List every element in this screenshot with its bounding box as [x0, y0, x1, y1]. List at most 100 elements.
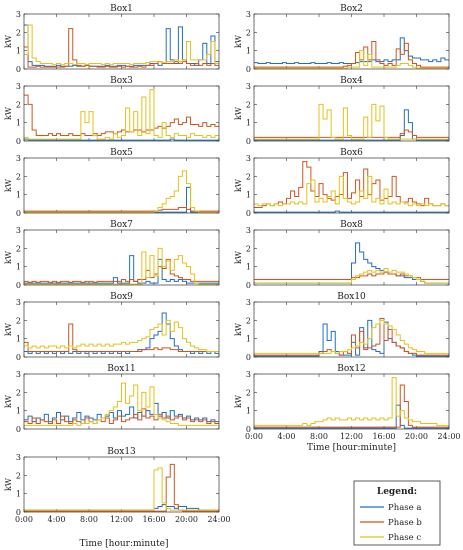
- series-box3-phase-c: [24, 89, 219, 140]
- plot-frame-box2: [253, 13, 450, 70]
- panel-title-box1: Box1: [110, 4, 133, 14]
- series-box12-phase-c: [254, 377, 449, 426]
- series-box13-phase-b: [24, 463, 219, 512]
- y-tick-label-box13-2: 2: [16, 471, 21, 480]
- y-axis-label-box12: kW: [234, 394, 243, 408]
- x-tick-label-box13-2: 8:00: [80, 515, 98, 524]
- y-tick-label-box8-2: 2: [246, 244, 251, 253]
- series-box12-phase-a: [254, 404, 449, 429]
- plot-frame-box11: [23, 373, 220, 430]
- y-tick-label-box8-1: 1: [246, 263, 251, 272]
- y-tick-label-box6-2: 2: [246, 172, 251, 181]
- series-box12-phase-b: [254, 384, 449, 428]
- y-tick-label-box11-1: 1: [16, 407, 21, 416]
- series-box5-phase-a: [24, 186, 219, 213]
- series-box6-phase-a: [254, 210, 449, 213]
- y-tick-label-box12-2: 2: [246, 388, 251, 397]
- legend-label-phase-c: Phase c: [388, 533, 421, 543]
- y-tick-label-box2-0: 0: [246, 65, 251, 74]
- y-axis-label-box1: kW: [4, 34, 13, 48]
- panel-box11: Box11 0 1 2 3 kW: [4, 364, 220, 434]
- y-tick-label-box8-3: 3: [246, 226, 251, 235]
- plot-frame-box12: [253, 373, 450, 430]
- y-tick-label-box5-2: 2: [16, 172, 21, 181]
- panel-box5: Box5 0 1 2 3 kW: [4, 148, 220, 218]
- y-tick-label-box6-1: 1: [246, 191, 251, 200]
- panel-title-box3: Box3: [110, 76, 133, 86]
- y-tick-label-box9-2: 2: [16, 316, 21, 325]
- y-tick-label-box10-1: 1: [246, 335, 251, 344]
- panel-title-box4: Box4: [340, 76, 363, 86]
- x-tick-label-box13-5: 20:00: [175, 515, 198, 524]
- y-tick-label-box1-0: 0: [16, 65, 21, 74]
- y-tick-label-box11-2: 2: [16, 388, 21, 397]
- series-box5-phase-c: [24, 170, 219, 213]
- y-tick-label-box13-0: 0: [16, 508, 21, 517]
- panel-box3: Box3 0 1 2 3 kW: [4, 76, 220, 146]
- y-tick-label-box9-0: 0: [16, 353, 21, 362]
- y-tick-label-box1-2: 2: [16, 28, 21, 37]
- y-tick-label-box12-0: 0: [246, 425, 251, 434]
- y-tick-label-box4-0: 0: [246, 137, 251, 146]
- y-tick-label-box10-3: 3: [246, 298, 251, 307]
- y-axis-label-box10: kW: [234, 322, 243, 336]
- y-tick-label-box7-0: 0: [16, 281, 21, 290]
- legend-box: [353, 480, 441, 546]
- x-tick-label-box12-4: 16:00: [372, 432, 395, 441]
- panel-title-box6: Box6: [340, 148, 363, 158]
- y-tick-label-box10-0: 0: [246, 353, 251, 362]
- y-tick-label-box12-1: 1: [246, 407, 251, 416]
- panel-title-box12: Box12: [337, 364, 366, 374]
- y-tick-label-box1-3: 3: [16, 10, 21, 19]
- panel-title-box13: Box13: [107, 447, 136, 457]
- y-tick-label-box4-3: 3: [246, 82, 251, 91]
- series-box8-phase-c: [254, 268, 449, 284]
- x-tick-label-box12-6: 24:00: [437, 432, 460, 441]
- x-tick-label-box13-0: 0:00: [15, 515, 33, 524]
- y-axis-label-box3: kW: [4, 106, 13, 120]
- y-tick-label-box9-3: 3: [16, 298, 21, 307]
- panel-box13: Box13 0 1 2 3 kW 0:00 4:00 8:00 12:00 16:00 20:00 24…: [4, 447, 231, 524]
- y-tick-label-box5-3: 3: [16, 154, 21, 163]
- plot-frame-box4: [253, 85, 450, 142]
- panel-title-box7: Box7: [110, 220, 133, 230]
- series-box11-phase-c: [24, 382, 219, 426]
- plot-frame-box13: [23, 456, 220, 513]
- series-box7-phase-c: [24, 247, 219, 285]
- series-box9-phase-a: [24, 312, 219, 354]
- y-axis-label-box4: kW: [234, 106, 243, 120]
- panel-box4: Box4 0 1 2 3 kW: [234, 76, 450, 146]
- y-tick-label-box4-1: 1: [246, 119, 251, 128]
- panel-box7: Box7 0 1 2 3 kW: [4, 220, 220, 290]
- y-tick-label-box13-1: 1: [16, 490, 21, 499]
- y-tick-label-box6-3: 3: [246, 154, 251, 163]
- panel-box8: Box8 0 1 2 3 kW: [234, 220, 450, 290]
- y-tick-label-box9-1: 1: [16, 335, 21, 344]
- panel-box9: Box9 0 1 2 3 kW: [4, 292, 220, 362]
- panel-title-box11: Box11: [107, 364, 136, 374]
- series-box2-phase-b: [254, 41, 449, 68]
- panel-title-box10: Box10: [337, 292, 366, 302]
- series-box11-phase-b: [24, 408, 219, 424]
- y-tick-label-box7-2: 2: [16, 244, 21, 253]
- series-box6-phase-c: [254, 175, 449, 207]
- y-axis-label-box5: kW: [4, 178, 13, 192]
- x-tick-label-box13-1: 4:00: [48, 515, 66, 524]
- plot-frame-box10: [253, 301, 450, 358]
- y-tick-label-box3-2: 2: [16, 100, 21, 109]
- y-axis-label-box11: kW: [4, 394, 13, 408]
- series-box3-phase-a: [24, 138, 219, 141]
- y-tick-label-box7-1: 1: [16, 263, 21, 272]
- y-tick-label-box7-3: 3: [16, 226, 21, 235]
- x-tick-label-box12-3: 12:00: [340, 432, 363, 441]
- series-box6-phase-b: [254, 161, 449, 208]
- legend-label-phase-b: Phase b: [388, 518, 422, 528]
- y-tick-label-box1-1: 1: [16, 47, 21, 56]
- x-tick-label-box13-6: 24:00: [207, 515, 230, 524]
- series-box1-phase-c: [24, 24, 219, 65]
- y-tick-label-box2-3: 3: [246, 10, 251, 19]
- x-tick-label-box13-4: 16:00: [142, 515, 165, 524]
- y-tick-label-box3-3: 3: [16, 82, 21, 91]
- y-tick-label-box12-3: 3: [246, 370, 251, 379]
